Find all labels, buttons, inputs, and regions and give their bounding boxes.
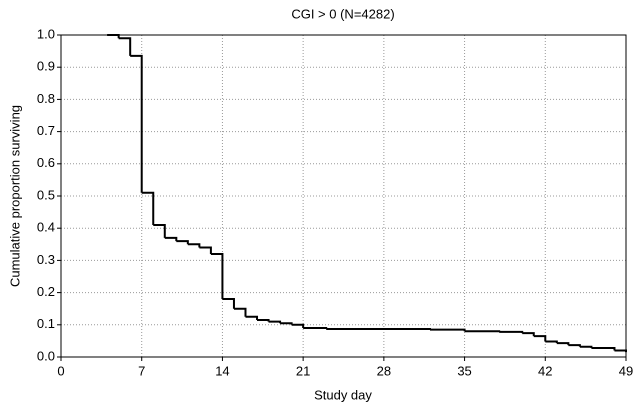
survival-step: [222, 298, 235, 309]
survival-step: [187, 243, 201, 248]
y-tick-label: 0.4: [37, 220, 55, 235]
plot-frame: [60, 34, 627, 358]
x-tick-label: 7: [138, 363, 145, 378]
survival-step: [233, 307, 247, 317]
survival-step: [464, 330, 501, 333]
survival-step: [268, 320, 282, 324]
survival-step: [545, 340, 558, 344]
y-tick-label: 0.9: [37, 59, 55, 74]
y-tick-label: 0.7: [37, 123, 55, 138]
survival-step: [118, 37, 132, 56]
survival-step: [141, 191, 155, 225]
x-tick-label: 0: [57, 363, 64, 378]
survival-step: [579, 345, 593, 348]
y-tick-label: 0.5: [37, 187, 55, 202]
survival-step: [522, 332, 535, 337]
survival-step: [499, 330, 524, 334]
survival-step: [303, 327, 328, 330]
survival-step: [199, 246, 212, 254]
y-tick-label: 0.1: [37, 316, 55, 331]
survival-step: [257, 318, 270, 322]
survival-step: [533, 335, 547, 342]
chart-title: CGI > 0 (N=4282): [291, 6, 394, 21]
survival-step: [176, 240, 189, 245]
y-tick-label: 0.8: [37, 91, 55, 106]
survival-step: [429, 328, 466, 332]
x-axis-label: Study day: [314, 387, 372, 402]
x-tick-label: 28: [377, 363, 391, 378]
survival-step: [614, 349, 627, 353]
y-axis-label: Cumulative proportion surviving: [7, 105, 22, 287]
survival-step: [130, 54, 143, 193]
survival-step: [245, 315, 259, 320]
x-tick-label: 42: [538, 363, 552, 378]
y-tick-label: 0.0: [37, 348, 55, 363]
survival-step: [568, 344, 581, 347]
x-tick-label: 35: [457, 363, 471, 378]
y-tick-label: 0.2: [37, 284, 55, 299]
survival-step: [164, 236, 178, 242]
x-tick-label: 21: [296, 363, 310, 378]
survival-step: [280, 322, 293, 325]
y-tick-label: 0.6: [37, 155, 55, 170]
survival-step: [591, 346, 616, 351]
x-tick-label: 14: [215, 363, 229, 378]
survival-step: [210, 252, 224, 300]
y-tick-label: 1.0: [37, 26, 55, 41]
y-tick-label: 0.3: [37, 252, 55, 267]
x-tick-label: 49: [619, 363, 633, 378]
survival-step: [107, 34, 120, 39]
survival-step: [556, 342, 570, 346]
survival-step: [291, 323, 305, 329]
survival-step: [153, 223, 166, 238]
survival-step: [326, 327, 431, 330]
